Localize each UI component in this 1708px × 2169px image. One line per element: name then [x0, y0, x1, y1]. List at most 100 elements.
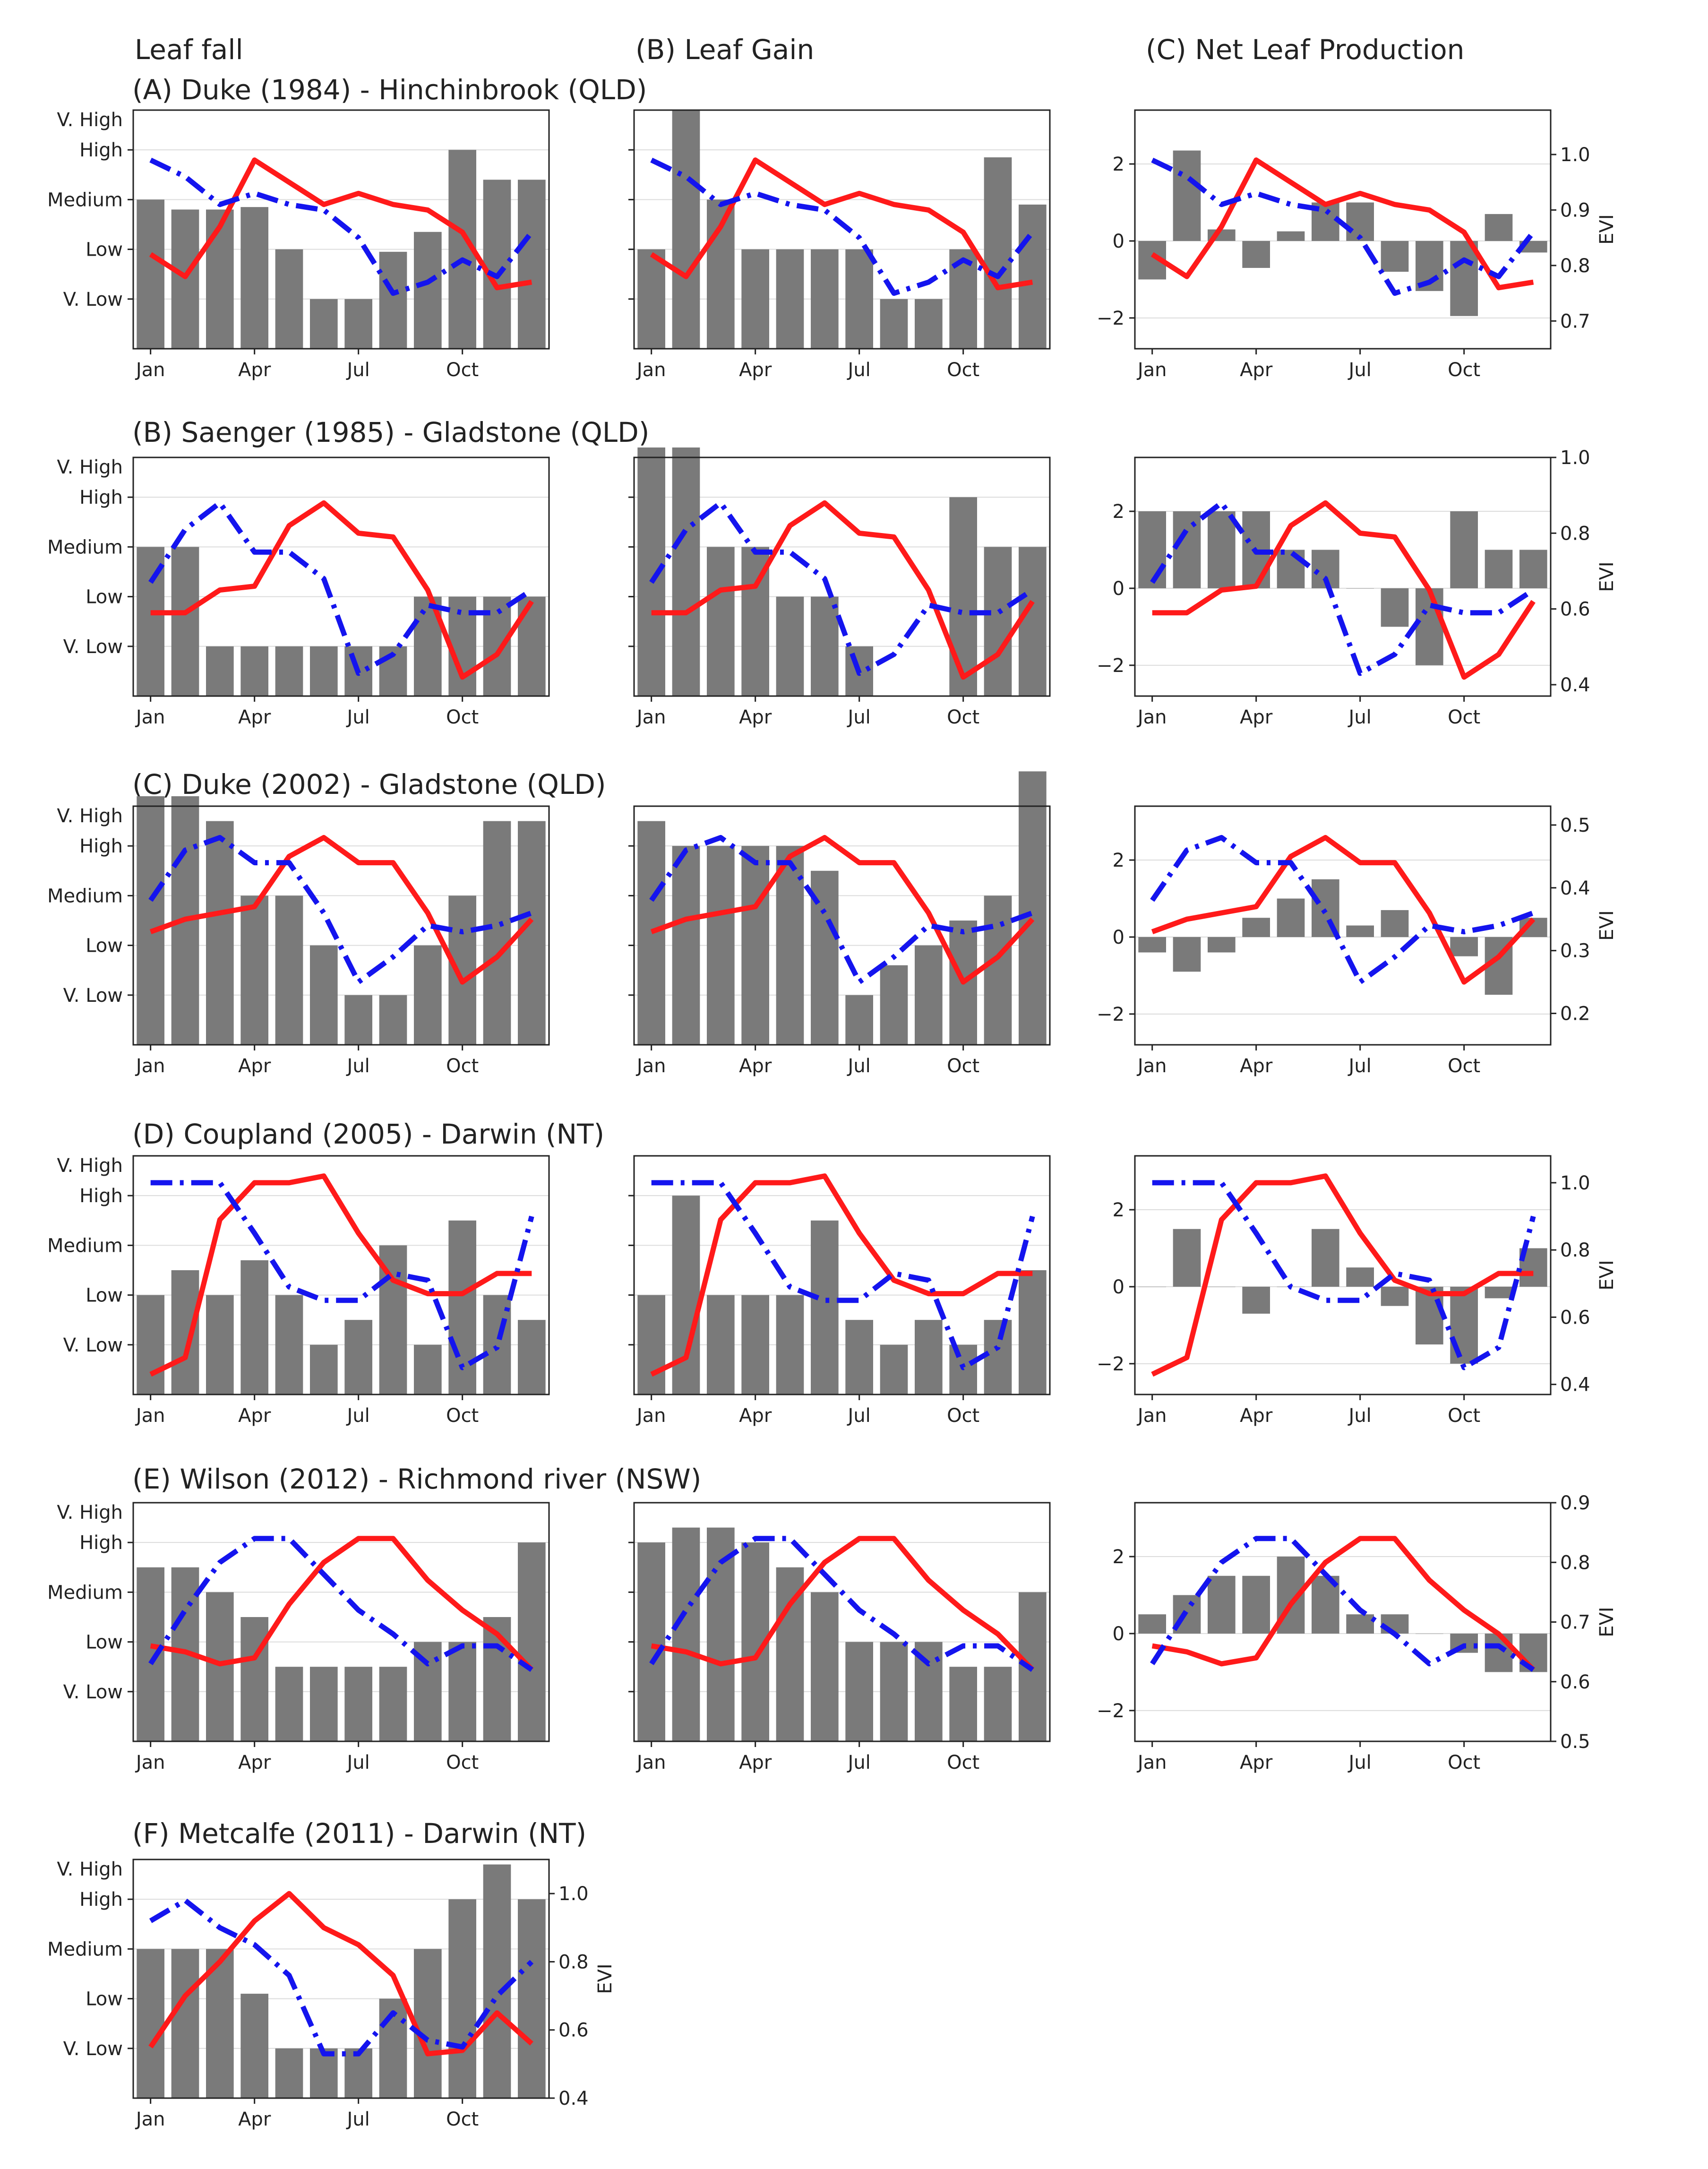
evi-tick-label: 0.8 — [1560, 523, 1590, 544]
evi-tick-label: 1.0 — [1560, 447, 1590, 469]
bar-may — [275, 2048, 303, 2098]
bar-jan — [637, 249, 665, 349]
evi-red-line — [149, 1173, 532, 1377]
evi-red-line — [1151, 1536, 1536, 1672]
month-tick-label: Oct — [446, 2109, 479, 2130]
month-tick-label: Jan — [135, 1405, 165, 1427]
bar-sep — [414, 232, 442, 349]
bar-jul — [344, 2048, 372, 2098]
bar-dec — [518, 1320, 546, 1394]
evi-red-line — [650, 1173, 1033, 1377]
column-title-leaf-gain: (B) Leaf Gain — [635, 34, 814, 66]
month-tick-label: Jan — [1136, 1055, 1167, 1077]
bar-mar — [206, 209, 234, 349]
bar-jan — [137, 1567, 164, 1741]
month-tick-label: Apr — [238, 1752, 271, 1773]
bar-sep — [414, 945, 442, 1045]
bar-aug — [1381, 588, 1409, 627]
month-tick-label: Oct — [446, 1752, 479, 1773]
month-tick-label: Oct — [947, 359, 979, 381]
category-tick-label: High — [79, 1532, 123, 1554]
month-tick-label: Jan — [635, 1752, 666, 1773]
bar-aug — [880, 1344, 908, 1394]
bar-jul — [1346, 1267, 1374, 1287]
category-tick-label: V. Low — [63, 289, 123, 310]
bar-may — [776, 846, 804, 1045]
evi-tick-label: 0.4 — [1560, 878, 1590, 899]
panel-frame — [633, 109, 1051, 350]
net-tick-label: 2 — [1113, 154, 1124, 175]
category-tick-label: V. High — [57, 1859, 123, 1880]
bar-feb — [1173, 1229, 1201, 1287]
evi-red-line — [149, 835, 534, 985]
bar-feb — [672, 846, 700, 1045]
month-tick-label: Oct — [446, 1055, 479, 1077]
month-tick-label: Oct — [446, 1405, 479, 1427]
evi-tick-label: 0.5 — [1560, 1731, 1590, 1753]
bar-mar — [206, 1592, 234, 1741]
panel-frame — [132, 456, 550, 697]
evi-blue-line — [1150, 500, 1535, 676]
bar-jun — [310, 646, 338, 696]
month-tick-label: Jan — [635, 1405, 666, 1427]
month-tick-label: Oct — [1448, 1055, 1480, 1077]
bar-may — [776, 596, 804, 696]
evi-tick-label: 0.6 — [1560, 599, 1590, 620]
evi-red-line — [1150, 157, 1534, 291]
row-title-a: (A) Duke (1984) - Hinchinbrook (QLD) — [132, 74, 647, 106]
bar-apr — [741, 846, 769, 1045]
bar-sep — [1416, 937, 1443, 938]
bar-nov — [483, 1864, 511, 2098]
evi-tick-label: 0.4 — [1560, 1374, 1590, 1396]
net-tick-label: 0 — [1113, 1623, 1124, 1645]
bar-jul — [845, 249, 873, 349]
month-tick-label: Jul — [346, 2109, 370, 2130]
evi-tick-label: 0.5 — [1560, 815, 1590, 836]
evi-blue-line — [1150, 1536, 1535, 1672]
category-tick-label: Medium — [47, 1938, 123, 1960]
net-tick-label: 0 — [1113, 927, 1124, 948]
evi-tick-label: 0.9 — [1560, 1492, 1590, 1514]
bar-oct — [1450, 511, 1478, 588]
panel-c-leaf-fall: V. Low Low Medium High V. High Jan Apr Jul Oct — [47, 796, 550, 1077]
bar-apr — [1242, 1286, 1270, 1314]
bar-apr — [240, 1617, 268, 1741]
bar-may — [1277, 550, 1305, 588]
bar-feb — [171, 1270, 199, 1394]
evi-blue-line — [1151, 157, 1536, 296]
bar-feb — [171, 1949, 199, 2098]
month-tick-label: Oct — [1448, 1405, 1480, 1427]
net-tick-label: −2 — [1097, 655, 1124, 677]
evi-red-line — [1151, 1173, 1534, 1377]
evi-axis-label: EVI — [1596, 214, 1618, 244]
month-tick-label: Oct — [446, 359, 479, 381]
category-tick-label: High — [79, 1185, 123, 1207]
category-tick-label: High — [79, 1889, 123, 1911]
month-tick-label: Jan — [635, 1055, 666, 1077]
month-tick-label: Apr — [238, 2109, 271, 2130]
panel-e-leaf-gain: Jan Apr Jul Oct — [628, 1502, 1051, 1773]
panel-c-leaf-gain: Jan Apr Jul Oct — [628, 771, 1051, 1077]
net-tick-label: −2 — [1097, 1004, 1124, 1025]
evi-blue-line — [149, 157, 534, 296]
evi-axis-label: EVI — [1596, 1260, 1618, 1290]
panel-a-leaf-fall: V. Low Low Medium High V. High Jan Apr Jul Oct — [47, 109, 550, 381]
bar-nov — [1485, 1633, 1513, 1672]
bar-oct — [1450, 937, 1478, 956]
category-tick-label: Low — [86, 1632, 123, 1653]
bar-feb — [171, 547, 199, 696]
month-tick-label: Apr — [238, 706, 271, 728]
bar-oct — [1450, 241, 1478, 316]
bar-jun — [811, 1592, 839, 1741]
evi-tick-label: 1.0 — [1560, 1172, 1590, 1194]
month-tick-label: Apr — [739, 706, 772, 728]
month-tick-label: Oct — [947, 1405, 979, 1427]
category-tick-label: Medium — [47, 1235, 123, 1257]
month-tick-label: Jan — [1136, 359, 1167, 381]
column-title-leaf-fall: Leaf fall — [135, 34, 243, 66]
bar-apr — [741, 1295, 769, 1394]
panel-frame — [1134, 456, 1552, 697]
month-tick-label: Jan — [1136, 1752, 1167, 1773]
evi-tick-label: 0.9 — [1560, 199, 1590, 221]
net-tick-label: −2 — [1097, 1353, 1124, 1375]
